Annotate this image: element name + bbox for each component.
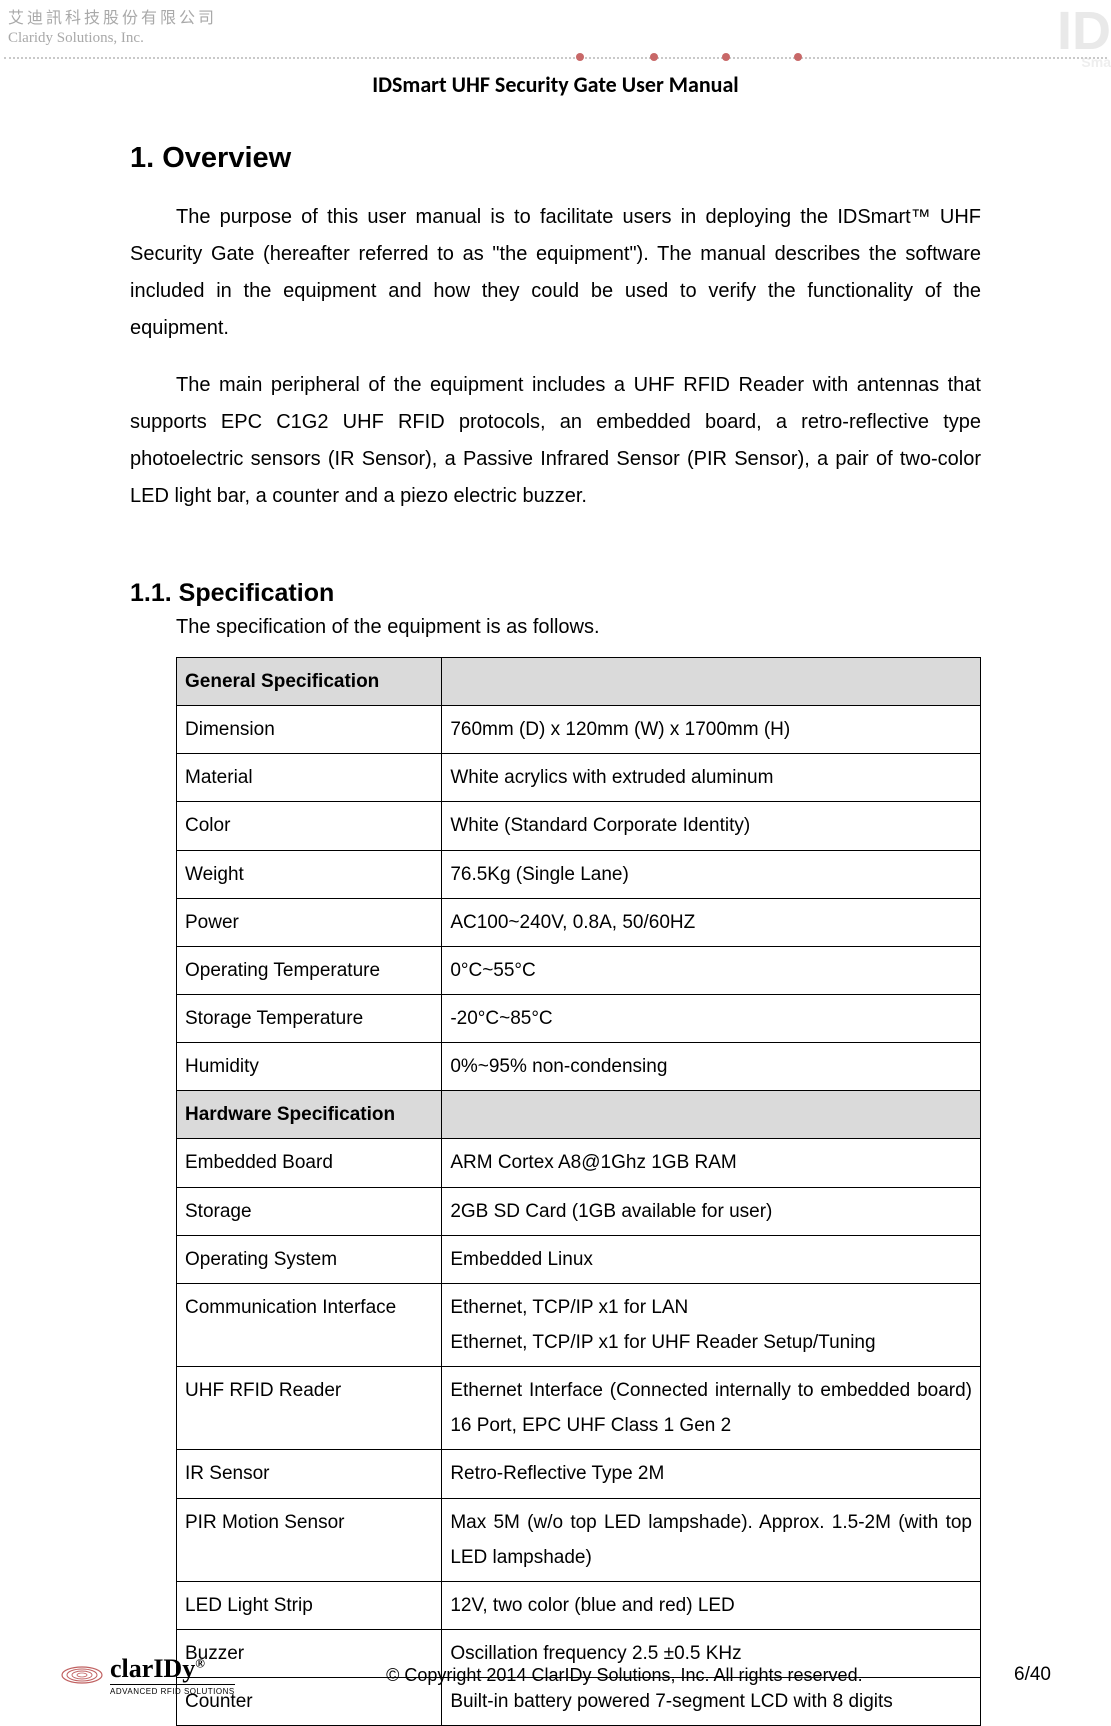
spec-label: PIR Motion Sensor (177, 1498, 442, 1581)
spec-label: Operating Temperature (177, 946, 442, 994)
spec-value: Max 5M (w/o top LED lampshade). Approx. … (442, 1498, 981, 1581)
table-row: Storage Temperature-20°C~85°C (177, 994, 981, 1042)
spec-label: Color (177, 802, 442, 850)
table-row: IR SensorRetro-Reflective Type 2M (177, 1450, 981, 1498)
spec-value: 0%~95% non-condensing (442, 1043, 981, 1091)
table-row: PIR Motion SensorMax 5M (w/o top LED lam… (177, 1498, 981, 1581)
footer-logo: clarIDy® ADVANCED RFID SOLUTIONS (60, 1654, 235, 1696)
red-dot-icon (722, 53, 730, 61)
page-footer: clarIDy® ADVANCED RFID SOLUTIONS © Copyr… (0, 1654, 1111, 1696)
table-row: Storage2GB SD Card (1GB available for us… (177, 1187, 981, 1235)
spec-value: Ethernet Interface (Connected internally… (442, 1367, 981, 1450)
spec-label: Storage (177, 1187, 442, 1235)
table-row: Embedded BoardARM Cortex A8@1Ghz 1GB RAM (177, 1139, 981, 1187)
spec-value: Embedded Linux (442, 1235, 981, 1283)
brand-registered-icon: ® (195, 1655, 205, 1670)
spec-value: AC100~240V, 0.8A, 50/60HZ (442, 898, 981, 946)
table-row: Humidity0%~95% non-condensing (177, 1043, 981, 1091)
spec-label: Humidity (177, 1043, 442, 1091)
page-content: 1. Overview The purpose of this user man… (0, 142, 1111, 1726)
heading-specification: 1.1. Specification (130, 579, 981, 608)
company-name-en: Claridy Solutions, Inc. (8, 30, 1111, 47)
spec-value: ARM Cortex A8@1Ghz 1GB RAM (442, 1139, 981, 1187)
table-section-general: General Specification (177, 658, 981, 706)
spec-value: 0°C~55°C (442, 946, 981, 994)
document-title: IDSmart UHF Security Gate User Manual (0, 71, 1111, 98)
red-dot-icon (650, 53, 658, 61)
footer-logo-text: clarIDy® ADVANCED RFID SOLUTIONS (110, 1654, 235, 1696)
specification-table: General Specification Dimension760mm (D)… (176, 657, 981, 1726)
table-section-empty (442, 1091, 981, 1139)
spec-label: LED Light Strip (177, 1581, 442, 1629)
spec-value: Retro-Reflective Type 2M (442, 1450, 981, 1498)
overview-paragraph-2: The main peripheral of the equipment inc… (130, 367, 981, 515)
table-row: Communication InterfaceEthernet, TCP/IP … (177, 1283, 981, 1366)
table-row: UHF RFID ReaderEthernet Interface (Conne… (177, 1367, 981, 1450)
table-section-label: General Specification (177, 658, 442, 706)
spec-value: 2GB SD Card (1GB available for user) (442, 1187, 981, 1235)
red-dot-icon (794, 53, 802, 61)
spec-label: Communication Interface (177, 1283, 442, 1366)
dotted-line (4, 57, 1107, 59)
spec-label: Dimension (177, 706, 442, 754)
heading-overview: 1. Overview (130, 142, 981, 175)
overview-paragraph-1: The purpose of this user manual is to fa… (130, 199, 981, 347)
table-row: ColorWhite (Standard Corporate Identity) (177, 802, 981, 850)
footer-copyright: © Copyright 2014 ClarIDy Solutions, Inc.… (235, 1665, 1014, 1686)
spec-label: Operating System (177, 1235, 442, 1283)
table-section-hardware: Hardware Specification (177, 1091, 981, 1139)
table-row: Dimension760mm (D) x 120mm (W) x 1700mm … (177, 706, 981, 754)
spec-value: White (Standard Corporate Identity) (442, 802, 981, 850)
page-header: 艾迪訊科技股份有限公司 Claridy Solutions, Inc. (0, 0, 1111, 47)
spec-label: Material (177, 754, 442, 802)
spec-label: UHF RFID Reader (177, 1367, 442, 1450)
spec-value: -20°C~85°C (442, 994, 981, 1042)
table-section-label: Hardware Specification (177, 1091, 442, 1139)
table-section-empty (442, 658, 981, 706)
footer-brand: clarIDy® (110, 1654, 205, 1684)
spec-value: Ethernet, TCP/IP x1 for LANEthernet, TCP… (442, 1283, 981, 1366)
spec-value: White acrylics with extruded aluminum (442, 754, 981, 802)
brand-part-clar: clar (110, 1654, 153, 1683)
rfid-ring-icon (60, 1660, 104, 1690)
red-dot-icon (576, 53, 584, 61)
company-name-cn: 艾迪訊科技股份有限公司 (8, 4, 1111, 28)
table-row: Operating Temperature0°C~55°C (177, 946, 981, 994)
table-row: LED Light Strip12V, two color (blue and … (177, 1581, 981, 1629)
spec-label: Storage Temperature (177, 994, 442, 1042)
table-row: PowerAC100~240V, 0.8A, 50/60HZ (177, 898, 981, 946)
table-row: Operating SystemEmbedded Linux (177, 1235, 981, 1283)
brand-part-y: y (182, 1654, 195, 1683)
footer-page-number: 6/40 (1014, 1664, 1051, 1686)
spec-value: 76.5Kg (Single Lane) (442, 850, 981, 898)
spec-label: Weight (177, 850, 442, 898)
specification-intro: The specification of the equipment is as… (176, 616, 981, 639)
table-row: MaterialWhite acrylics with extruded alu… (177, 754, 981, 802)
footer-tagline: ADVANCED RFID SOLUTIONS (110, 1684, 235, 1696)
table-row: Weight76.5Kg (Single Lane) (177, 850, 981, 898)
spec-label: IR Sensor (177, 1450, 442, 1498)
spec-value: 12V, two color (blue and red) LED (442, 1581, 981, 1629)
spec-value: 760mm (D) x 120mm (W) x 1700mm (H) (442, 706, 981, 754)
spec-label: Power (177, 898, 442, 946)
spec-label: Embedded Board (177, 1139, 442, 1187)
header-divider (0, 51, 1111, 65)
brand-part-id: ID (153, 1654, 182, 1683)
